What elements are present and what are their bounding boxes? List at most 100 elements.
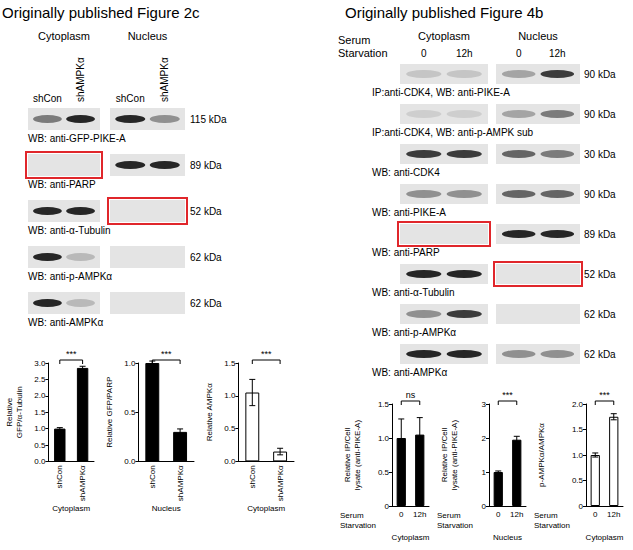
svg-text:WB: anti-AMPKα: WB: anti-AMPKα [372, 367, 447, 378]
svg-text:0.5: 0.5 [378, 468, 390, 477]
svg-text:3.0: 3.0 [34, 359, 46, 368]
svg-text:WB: anti-α-Tubulin: WB: anti-α-Tubulin [372, 287, 455, 298]
svg-text:1: 1 [482, 468, 487, 477]
svg-text:WB: anti-p-AMPKα: WB: anti-p-AMPKα [28, 271, 112, 282]
svg-text:90 kDa: 90 kDa [584, 69, 616, 80]
svg-text:0: 0 [385, 502, 390, 511]
svg-text:shCon: shCon [148, 465, 157, 488]
svg-text:2.0: 2.0 [572, 400, 584, 409]
svg-text:0: 0 [496, 510, 501, 519]
svg-text:62 kDa: 62 kDa [584, 309, 616, 320]
svg-text:Relative: Relative [5, 397, 14, 426]
svg-text:52 kDa: 52 kDa [190, 206, 222, 217]
svg-text:Originally published Figure 2c: Originally published Figure 2c [2, 4, 200, 21]
svg-text:lysate (anti-PIKE-A): lysate (anti-PIKE-A) [353, 420, 362, 491]
svg-text:1.5: 1.5 [224, 359, 236, 368]
svg-text:115 kDa: 115 kDa [190, 114, 227, 125]
svg-text:Starvation: Starvation [340, 521, 376, 530]
svg-text:Cytoplasm: Cytoplasm [418, 30, 470, 42]
svg-text:p-AMPKα/AMPKα: p-AMPKα/AMPKα [537, 423, 546, 487]
svg-text:30 kDa: 30 kDa [584, 149, 616, 160]
svg-text:1.0: 1.0 [124, 359, 136, 368]
svg-text:Nucleus: Nucleus [128, 30, 168, 42]
svg-text:Originally published Figure 4b: Originally published Figure 4b [345, 4, 543, 21]
svg-text:Relative IP/Cell: Relative IP/Cell [440, 427, 449, 482]
svg-text:90 kDa: 90 kDa [584, 189, 616, 200]
svg-text:2: 2 [482, 434, 487, 443]
svg-text:0: 0 [399, 510, 404, 519]
svg-text:WB: anti-CDK4: WB: anti-CDK4 [372, 167, 440, 178]
svg-text:WB: anti-PARP: WB: anti-PARP [372, 247, 440, 258]
svg-text:Cytoplasm: Cytoplasm [392, 533, 430, 542]
svg-text:0.5: 0.5 [34, 441, 46, 450]
svg-text:WB: anti-AMPKα: WB: anti-AMPKα [28, 317, 103, 328]
svg-text:Cytoplasm: Cytoplasm [586, 533, 624, 542]
svg-text:0: 0 [579, 502, 584, 511]
svg-text:Relative GFP/PARP: Relative GFP/PARP [105, 377, 114, 448]
svg-text:0.0: 0.0 [224, 457, 236, 466]
svg-text:shAMPKα: shAMPKα [159, 57, 170, 102]
svg-text:1.0: 1.0 [34, 424, 46, 433]
svg-text:0.0: 0.0 [34, 457, 46, 466]
svg-text:0.5: 0.5 [224, 424, 236, 433]
svg-text:90 kDa: 90 kDa [584, 109, 616, 120]
svg-text:lysate (anti-PIKE-A): lysate (anti-PIKE-A) [450, 420, 459, 491]
svg-text:62 kDa: 62 kDa [190, 298, 222, 309]
svg-text:Nucleus: Nucleus [493, 533, 522, 542]
svg-text:GFP/α-Tubulin: GFP/α-Tubulin [15, 386, 24, 438]
svg-text:12h: 12h [607, 510, 620, 519]
svg-text:1.0: 1.0 [378, 434, 390, 443]
svg-text:shCon: shCon [116, 93, 145, 104]
svg-text:12h: 12h [413, 510, 426, 519]
svg-text:52 kDa: 52 kDa [584, 269, 616, 280]
svg-text:WB: anti-PARP: WB: anti-PARP [28, 179, 96, 190]
svg-text:1.5: 1.5 [378, 400, 390, 409]
svg-text:***: *** [66, 349, 77, 359]
svg-text:Starvation: Starvation [534, 521, 570, 530]
svg-text:12h: 12h [456, 48, 473, 59]
svg-text:shAMPKα: shAMPKα [176, 465, 185, 501]
svg-text:Serum: Serum [534, 511, 558, 520]
svg-text:Cytoplasm: Cytoplasm [52, 504, 90, 513]
svg-text:Nucleus: Nucleus [152, 504, 181, 513]
svg-text:Starvation: Starvation [437, 521, 473, 530]
svg-text:0: 0 [516, 48, 522, 59]
svg-text:Nucleus: Nucleus [518, 30, 558, 42]
svg-text:shAMPKα: shAMPKα [276, 465, 285, 501]
svg-text:1.5: 1.5 [34, 408, 46, 417]
svg-text:shAMPKα: shAMPKα [75, 57, 86, 102]
svg-text:0: 0 [482, 502, 487, 511]
svg-text:WB: anti-GFP-PIKE-A: WB: anti-GFP-PIKE-A [28, 133, 126, 144]
svg-text:***: *** [161, 349, 172, 359]
svg-text:Cytoplasm: Cytoplasm [247, 504, 285, 513]
svg-text:Serum: Serum [437, 511, 461, 520]
svg-text:WB: anti-p-AMPKα: WB: anti-p-AMPKα [372, 327, 456, 338]
svg-text:shCon: shCon [248, 465, 257, 488]
svg-text:3: 3 [482, 400, 487, 409]
svg-text:IP:anti-CDK4, WB: anti-p-AMPK: IP:anti-CDK4, WB: anti-p-AMPK sub [372, 127, 534, 138]
svg-text:89 kDa: 89 kDa [190, 160, 222, 171]
svg-text:62 kDa: 62 kDa [584, 349, 616, 360]
svg-text:0: 0 [593, 510, 598, 519]
svg-text:ns: ns [406, 390, 416, 400]
svg-text:0.0: 0.0 [124, 457, 136, 466]
svg-text:shCon: shCon [55, 465, 64, 488]
svg-text:0.5: 0.5 [572, 476, 584, 485]
svg-text:89 kDa: 89 kDa [584, 229, 616, 240]
svg-text:***: *** [599, 390, 610, 400]
svg-text:Relative AMPKα: Relative AMPKα [205, 383, 214, 441]
svg-text:1.0: 1.0 [572, 451, 584, 460]
svg-text:1.5: 1.5 [572, 425, 584, 434]
svg-text:62 kDa: 62 kDa [190, 252, 222, 263]
svg-text:Serum: Serum [338, 34, 370, 46]
svg-text:WB: anti-α-Tubulin: WB: anti-α-Tubulin [28, 225, 111, 236]
svg-text:Serum: Serum [340, 511, 364, 520]
svg-text:12h: 12h [549, 48, 566, 59]
svg-text:IP:anti-CDK4, WB: anti-PIKE-A: IP:anti-CDK4, WB: anti-PIKE-A [372, 87, 510, 98]
svg-text:0: 0 [421, 48, 427, 59]
svg-text:Starvation: Starvation [338, 47, 388, 59]
svg-text:Cytoplasm: Cytoplasm [38, 30, 90, 42]
svg-text:***: *** [261, 349, 272, 359]
svg-text:2.5: 2.5 [34, 375, 46, 384]
svg-text:12h: 12h [510, 510, 523, 519]
